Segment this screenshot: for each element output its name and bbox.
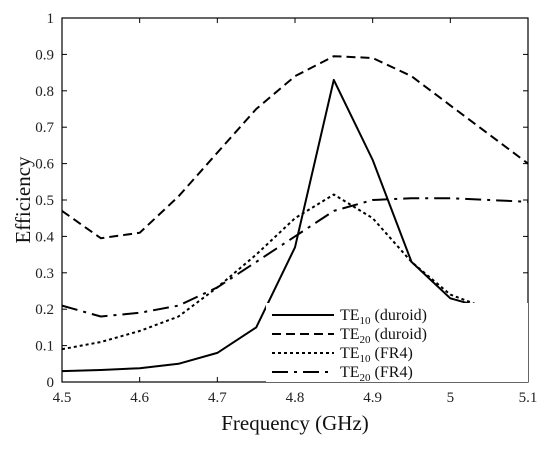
legend-label-rest: (FR4) — [371, 345, 413, 362]
x-tick-label: 4.8 — [286, 390, 305, 406]
y-tick-label: 0.4 — [35, 229, 54, 245]
legend-label-main: TE — [340, 326, 360, 343]
axis-ticks: 4.5 4.6 4.7 4.8 4.9 5 5.1 0 0.1 0.2 0.3 0.4 0.5 0.6 0.… — [35, 11, 537, 406]
legend-label-main: TE — [340, 364, 360, 381]
legend: TE10 (duroid)TE20 (duroid)TE10 (FR4)TE20… — [266, 303, 528, 384]
legend-label-sub: 20 — [360, 372, 372, 384]
x-tick-label: 4.9 — [363, 390, 382, 406]
x-tick-label: 5 — [447, 390, 455, 406]
legend-label-rest: (duroid) — [371, 326, 427, 343]
series-line-3 — [61, 197, 529, 318]
x-axis-label: Frequency (GHz) — [221, 411, 369, 435]
series-line-1 — [61, 55, 529, 240]
legend-label-0: TE10 (duroid) — [340, 307, 427, 327]
y-tick-label: 0.1 — [35, 339, 54, 355]
y-axis-label: Efficiency — [11, 156, 35, 244]
legend-label-sub: 10 — [360, 315, 372, 327]
y-tick-label: 0.6 — [35, 157, 54, 173]
legend-label-rest: (FR4) — [371, 364, 413, 381]
legend-label-rest: (duroid) — [371, 307, 427, 324]
legend-label-3: TE20 (FR4) — [340, 364, 413, 384]
legend-label-2: TE10 (FR4) — [340, 345, 413, 365]
x-tick-label: 5.1 — [519, 390, 538, 406]
y-tick-label: 0.9 — [35, 47, 54, 63]
x-tick-label: 4.7 — [208, 390, 227, 406]
legend-label-sub: 20 — [360, 334, 372, 346]
legend-label-main: TE — [340, 345, 360, 362]
y-tick-label: 0.3 — [35, 266, 54, 282]
legend-label-sub: 10 — [360, 353, 372, 365]
y-tick-label: 0 — [47, 375, 55, 391]
y-tick-label: 0.5 — [35, 193, 54, 209]
legend-label-main: TE — [340, 307, 360, 324]
y-tick-label: 1 — [47, 11, 55, 27]
y-tick-label: 0.7 — [35, 120, 54, 136]
x-tick-label: 4.5 — [53, 390, 72, 406]
series-line-2 — [61, 193, 529, 351]
y-tick-label: 0.2 — [35, 302, 54, 318]
legend-label-1: TE20 (duroid) — [340, 326, 427, 346]
x-tick-label: 4.6 — [130, 390, 149, 406]
plot-area — [61, 55, 529, 373]
series-line-0 — [61, 78, 528, 373]
y-tick-label: 0.8 — [35, 84, 54, 100]
legend-box — [266, 303, 528, 382]
